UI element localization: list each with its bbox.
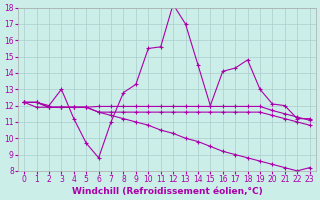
X-axis label: Windchill (Refroidissement éolien,°C): Windchill (Refroidissement éolien,°C) [72, 187, 262, 196]
